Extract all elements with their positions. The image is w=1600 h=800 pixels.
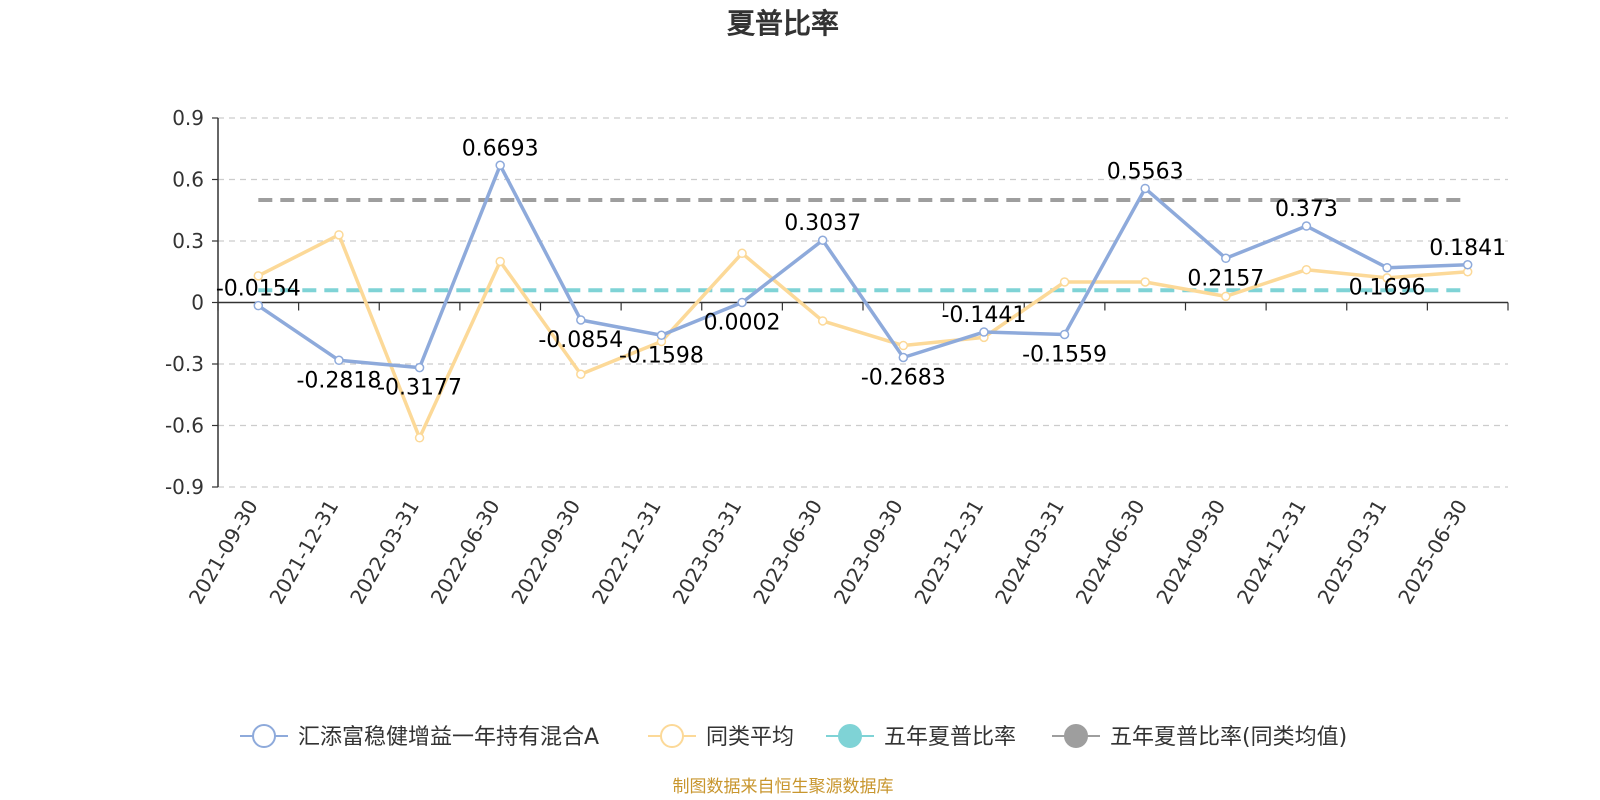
series-line <box>257 163 1468 370</box>
data-point <box>1140 277 1150 287</box>
legend-label: 汇添富稳健增益一年持有混合A <box>298 725 599 750</box>
x-tick-label: 2024-06-30 <box>1071 496 1150 609</box>
data-point <box>898 340 909 351</box>
legend-item[interactable]: 五年夏普比率(同类均值) <box>1052 724 1347 750</box>
data-label: -0.0154 <box>216 277 301 302</box>
data-point <box>414 433 425 443</box>
data-point <box>495 256 505 267</box>
legend-marker-icon <box>252 724 276 748</box>
data-point <box>576 369 586 379</box>
data-point <box>576 315 586 325</box>
data-point <box>1221 291 1231 302</box>
data-point <box>334 230 344 240</box>
legend-label: 同类平均 <box>706 725 794 750</box>
x-tick-label: 2023-12-31 <box>909 496 988 609</box>
data-label: -0.1598 <box>619 343 704 368</box>
x-tick-label: 2024-09-30 <box>1151 496 1230 609</box>
x-tick-label: 2022-06-30 <box>426 496 505 609</box>
y-tick-label: 0.6 <box>172 168 204 192</box>
data-labels: -0.0154 -0.2818-0.3177 0.6693 -0.0854-0.159… <box>216 136 1506 400</box>
y-tick-label: -0.6 <box>165 414 204 438</box>
data-point <box>1301 221 1312 231</box>
x-tick-label: 2023-06-30 <box>748 496 827 609</box>
y-tick-label: 0.3 <box>172 229 204 253</box>
data-point <box>334 355 344 366</box>
legend-marker-icon <box>838 724 862 748</box>
data-label: 0.3037 <box>784 211 861 236</box>
data-label: -0.1441 <box>941 303 1026 328</box>
x-tick-label: 2021-09-30 <box>184 496 263 609</box>
x-tick-label: 2022-12-31 <box>587 496 666 609</box>
data-point <box>253 271 264 281</box>
legend-item[interactable]: 五年夏普比率 <box>826 724 1016 750</box>
data-label: -0.3177 <box>377 376 462 401</box>
grid-lines <box>218 117 1508 488</box>
x-tick-label: 2023-03-31 <box>667 496 746 609</box>
series-line <box>257 233 1468 440</box>
legend-label: 五年夏普比率(同类均值) <box>1110 725 1347 750</box>
x-tick-label: 2024-03-31 <box>990 496 1069 609</box>
data-point <box>817 316 828 326</box>
data-point <box>737 297 747 308</box>
y-tick-label: -0.9 <box>165 475 204 499</box>
data-point <box>414 362 425 373</box>
y-tick-label: -0.3 <box>165 352 204 376</box>
data-label: 0.1841 <box>1429 236 1506 261</box>
legend-marker-icon <box>660 724 684 748</box>
x-tick-label: 2022-03-31 <box>345 496 424 609</box>
data-point <box>1462 260 1473 270</box>
series-lines <box>253 160 1473 443</box>
data-point <box>1382 262 1392 273</box>
data-label: -0.2683 <box>861 366 946 391</box>
data-point <box>737 248 747 259</box>
reference-lines <box>258 198 1468 293</box>
y-tick-label: 0 <box>191 291 204 315</box>
data-point <box>253 300 264 311</box>
y-tick-label: 0.9 <box>172 106 204 130</box>
x-tick-label: 2025-03-31 <box>1312 496 1391 609</box>
chart-title: 夏普比率 <box>727 7 839 40</box>
legend[interactable]: 汇添富稳健增益一年持有混合A 同类平均 五年夏普比率 五年夏普比率(同类均值) <box>240 724 1347 750</box>
data-point <box>1059 329 1070 340</box>
data-point <box>1059 277 1070 287</box>
legend-label: 五年夏普比率 <box>884 725 1016 750</box>
legend-marker-icon <box>1064 724 1088 748</box>
data-point <box>1221 253 1231 264</box>
data-label: -0.2818 <box>296 368 381 393</box>
data-label: 0.5563 <box>1107 159 1184 184</box>
data-point <box>656 330 667 341</box>
x-tick-label: 2021-12-31 <box>264 496 343 609</box>
source-note: 制图数据来自恒生聚源数据库 <box>673 777 894 797</box>
x-tick-label: 2023-09-30 <box>829 496 908 609</box>
legend-item[interactable]: 同类平均 <box>648 724 794 750</box>
data-label: 0.0002 <box>704 310 781 335</box>
data-point <box>817 235 828 245</box>
data-point <box>495 160 505 171</box>
data-point <box>1140 183 1150 194</box>
data-label: 0.1696 <box>1349 276 1426 301</box>
data-point <box>1301 264 1312 275</box>
data-label: 0.2157 <box>1187 266 1264 291</box>
data-label: -0.0854 <box>538 328 623 353</box>
x-tick-label: 2024-12-31 <box>1232 496 1311 609</box>
x-tick-label: 2025-06-30 <box>1393 496 1472 609</box>
data-label: -0.1559 <box>1022 342 1107 367</box>
data-point <box>979 327 989 337</box>
data-label: 0.6693 <box>462 136 539 161</box>
data-label: 0.373 <box>1275 197 1338 222</box>
legend-item[interactable]: 汇添富稳健增益一年持有混合A <box>240 724 599 750</box>
data-point <box>1382 273 1392 283</box>
data-point <box>898 352 909 363</box>
x-tick-label: 2022-09-30 <box>506 496 585 609</box>
